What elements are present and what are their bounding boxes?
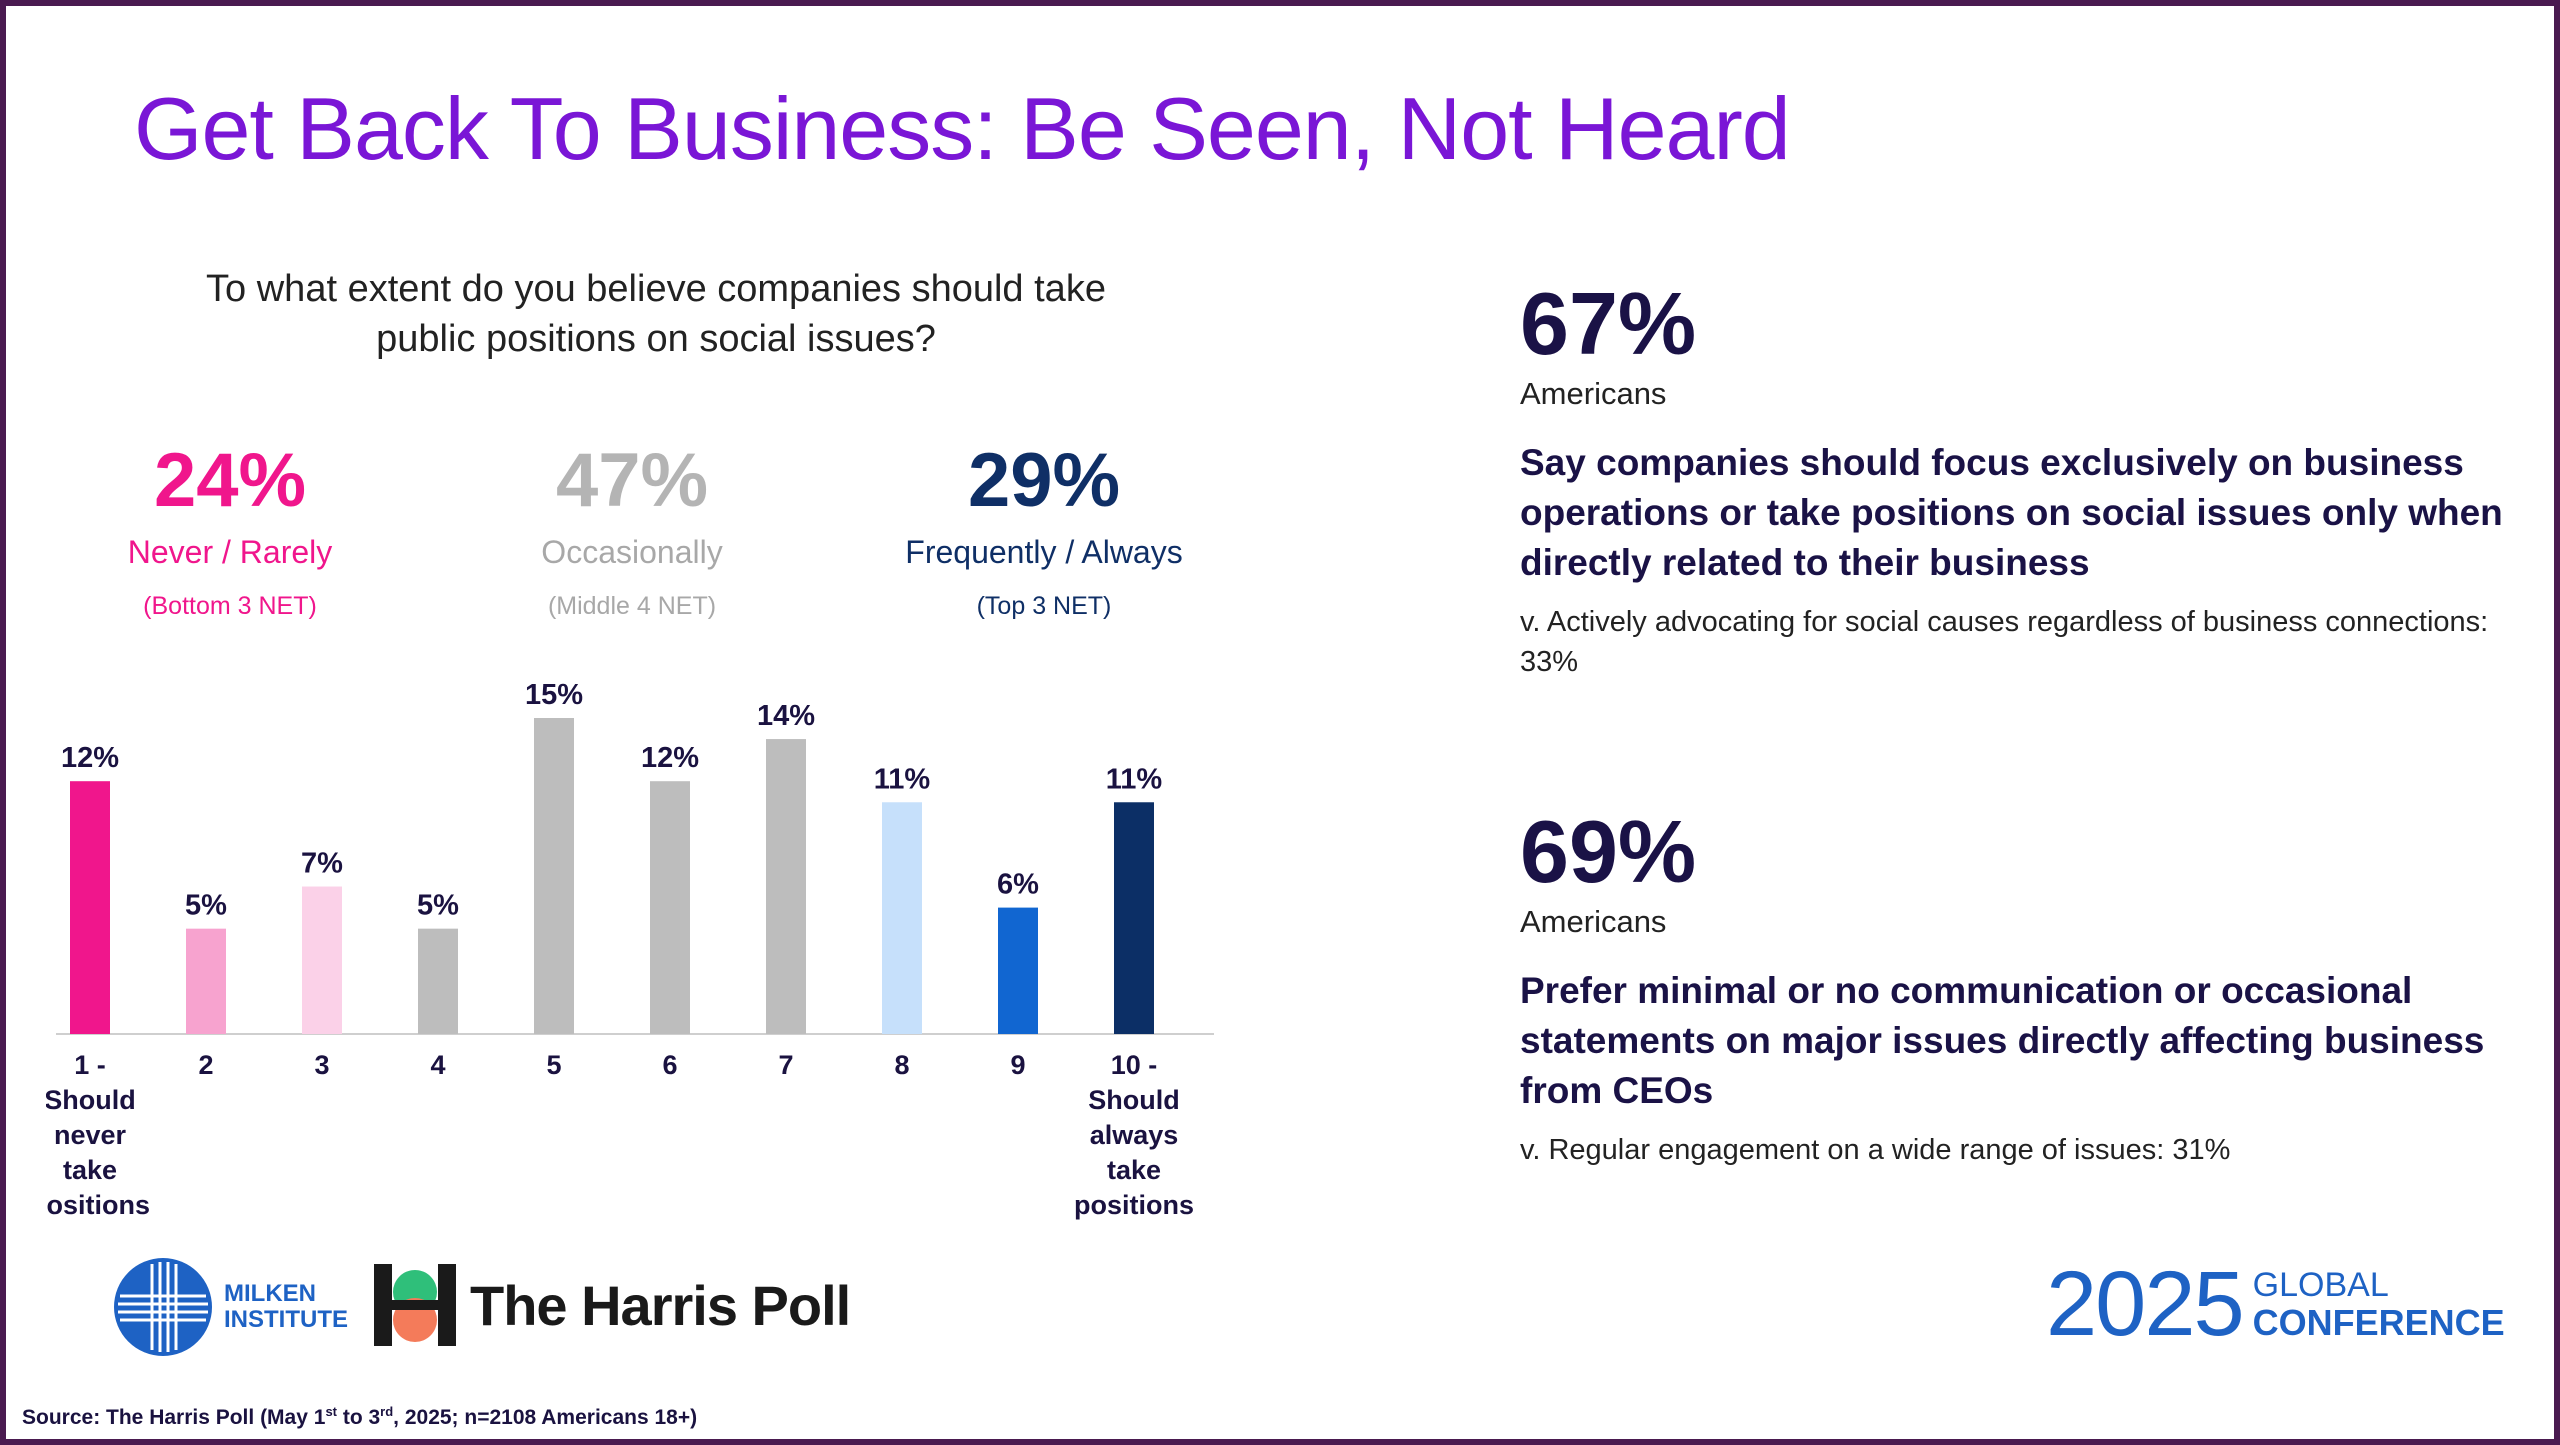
slide-title: Get Back To Business: Be Seen, Not Heard	[134, 79, 1791, 178]
bar-6	[650, 781, 690, 1034]
tick-label-5: 5	[546, 1050, 561, 1080]
net-top-sub: (Top 3 NET)	[976, 592, 1112, 620]
stat-block-1: 67% Americans Say companies should focus…	[1520, 274, 2530, 682]
harris-poll-logo: The Harris Poll	[374, 1264, 851, 1346]
bar-10	[1114, 802, 1154, 1034]
stat-1-population: Americans	[1520, 376, 1667, 411]
tick-label-3: 3	[314, 1050, 329, 1080]
bar-8	[882, 802, 922, 1034]
tick-label-1: 1 -Shouldnevertakepositions	[46, 1050, 150, 1220]
bar-chart: 12% 1 -Shouldnevertakepositions 5% 2 7% 3 5% 4 1…	[46, 679, 1214, 1220]
tick-label-8: 8	[894, 1050, 909, 1080]
stat-2-population: Americans	[1520, 904, 1667, 939]
source-sup-1: st	[325, 1404, 337, 1419]
data-label-4: 5%	[417, 890, 459, 922]
source-text-2: to 3	[337, 1406, 381, 1429]
milken-logo: MILKEN INSTITUTE	[112, 1256, 354, 1358]
data-label-7: 14%	[757, 700, 815, 732]
net-bottom-pct: 24%	[153, 438, 307, 523]
net-middle-pct: 47%	[555, 438, 709, 523]
conference-word-conference: CONFERENCE	[2252, 1302, 2505, 1343]
data-label-1: 12%	[61, 742, 119, 774]
stat-2-comparison: v. Regular engagement on a wide range of…	[1520, 1134, 2231, 1166]
survey-question: To what extent do you believe companies …	[206, 268, 1106, 360]
data-label-6: 12%	[641, 742, 699, 774]
bar-1	[70, 781, 110, 1034]
stat-1-comparison: v. Actively advocating for social causes…	[1520, 606, 2489, 678]
bar-7	[766, 739, 806, 1034]
source-text-3: , 2025; n=2108 Americans 18+)	[393, 1406, 698, 1429]
conference-year: 2025	[2046, 1253, 2245, 1355]
source-text-1: Source: The Harris Poll (May 1	[22, 1406, 326, 1429]
stat-1-percent: 67%	[1520, 274, 1697, 373]
bar-2	[186, 928, 226, 1034]
stat-2-headline: Prefer minimal or no communication or oc…	[1520, 970, 2485, 1111]
data-label-3: 7%	[301, 848, 343, 880]
tick-label-6: 6	[662, 1050, 677, 1080]
stat-2-percent: 69%	[1520, 802, 1697, 901]
milken-globe-icon	[114, 1258, 212, 1356]
net-bottom: 24% Never / Rarely (Bottom 3 NET)	[20, 436, 440, 624]
stat-1-headline: Say companies should focus exclusively o…	[1520, 442, 2503, 583]
stat-block-2: 69% Americans Prefer minimal or no commu…	[1520, 802, 2530, 1170]
bar-3	[302, 886, 342, 1034]
net-middle: 47% Occasionally (Middle 4 NET)	[422, 436, 842, 624]
data-label-5: 15%	[525, 679, 583, 711]
tick-label-2: 2	[198, 1050, 213, 1080]
net-middle-label: Occasionally	[541, 534, 723, 570]
tick-label-9: 9	[1010, 1050, 1025, 1080]
conference-word-global: GLOBAL	[2252, 1266, 2389, 1304]
source-sup-2: rd	[380, 1404, 394, 1419]
conference-logo: 2025 GLOBAL CONFERENCE	[2046, 1256, 2505, 1352]
data-label-2: 5%	[185, 890, 227, 922]
bar-4	[418, 928, 458, 1034]
harris-poll-logo-text: The Harris Poll	[470, 1273, 851, 1337]
data-label-10: 11%	[1106, 763, 1163, 795]
milken-logo-text: MILKEN INSTITUTE	[224, 1280, 348, 1333]
source-note: Source: The Harris Poll (May 1st to 3rd,…	[22, 1404, 697, 1430]
net-top-label: Frequently / Always	[905, 534, 1183, 570]
conference-words: GLOBAL CONFERENCE	[2253, 1266, 2505, 1342]
bar-5	[534, 718, 574, 1034]
bar-9	[998, 907, 1038, 1034]
net-top-pct: 29%	[967, 438, 1121, 523]
net-top: 29% Frequently / Always (Top 3 NET)	[834, 436, 1254, 624]
tick-label-10: 10 -Should always take positions	[1074, 1050, 1194, 1220]
tick-label-4: 4	[430, 1050, 445, 1080]
data-label-9: 6%	[997, 869, 1039, 901]
net-bottom-sub: (Bottom 3 NET)	[143, 592, 317, 620]
tick-label-7: 7	[778, 1050, 793, 1080]
net-middle-sub: (Middle 4 NET)	[547, 592, 717, 620]
data-label-8: 11%	[874, 763, 931, 795]
net-bottom-label: Never / Rarely	[127, 534, 333, 570]
harris-poll-mark-icon	[374, 1264, 456, 1346]
